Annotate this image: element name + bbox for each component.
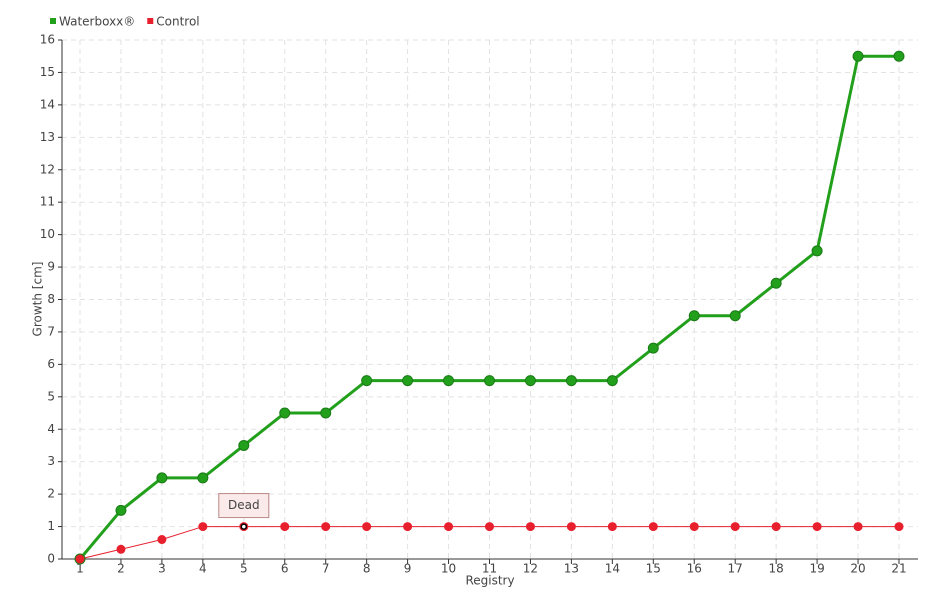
y-tick-label: 8 <box>47 292 55 306</box>
y-tick-label: 14 <box>40 97 55 111</box>
data-point <box>197 472 209 484</box>
y-tick-label: 4 <box>47 422 55 436</box>
x-tick-label: 8 <box>363 562 371 576</box>
data-point <box>362 522 372 532</box>
x-tick-label: 7 <box>322 562 330 576</box>
data-point <box>403 522 413 532</box>
data-point <box>648 522 658 532</box>
data-point <box>157 535 167 545</box>
y-tick-label: 5 <box>47 389 55 403</box>
data-point <box>606 375 618 387</box>
data-point <box>238 439 250 451</box>
x-tick-label: 4 <box>199 562 207 576</box>
legend-swatch <box>147 18 154 24</box>
data-point <box>524 375 536 387</box>
x-tick-label: 13 <box>564 562 579 576</box>
y-tick-label: 13 <box>40 130 55 144</box>
y-tick-label: 11 <box>40 195 55 209</box>
data-point <box>894 522 904 532</box>
y-tick-label: 10 <box>40 227 55 241</box>
data-point <box>444 522 454 532</box>
data-point <box>156 472 168 484</box>
data-point <box>647 342 659 354</box>
x-tick-label: 1 <box>76 562 84 576</box>
annotation-text: Dead <box>228 498 260 512</box>
x-tick-label: 19 <box>809 562 824 576</box>
data-point <box>485 522 494 532</box>
annotation-box <box>218 493 270 519</box>
x-tick-label: 11 <box>482 562 497 576</box>
y-tick-label: 2 <box>47 487 55 501</box>
data-point <box>893 50 905 62</box>
x-tick-label: 20 <box>850 562 865 576</box>
y-tick-label: 12 <box>40 162 55 176</box>
data-point <box>198 522 208 532</box>
data-point <box>75 554 85 564</box>
data-point <box>320 407 332 419</box>
data-point <box>688 310 700 322</box>
legend-label: Control <box>156 15 199 29</box>
x-tick-label: 21 <box>891 562 906 576</box>
data-point <box>852 50 864 62</box>
x-tick-label: 18 <box>769 562 784 576</box>
y-axis-title: Growth [cm] <box>31 262 45 337</box>
data-point <box>443 375 455 387</box>
x-tick-label: 10 <box>441 562 456 576</box>
data-point <box>607 522 617 532</box>
data-point <box>853 522 863 532</box>
y-tick-label: 15 <box>40 65 55 79</box>
data-point <box>525 522 535 532</box>
data-point <box>361 375 373 387</box>
data-point <box>116 544 126 554</box>
data-point <box>771 522 781 532</box>
legend-swatch <box>50 18 56 24</box>
y-tick-label: 3 <box>47 454 55 468</box>
data-point <box>566 522 576 532</box>
data-point <box>279 407 291 419</box>
legend-label: Waterboxx® <box>59 15 135 29</box>
data-point <box>280 522 290 532</box>
data-point <box>689 522 699 532</box>
y-tick-label: 7 <box>47 324 55 338</box>
x-tick-label: 3 <box>158 562 166 576</box>
data-point <box>811 245 823 257</box>
data-point <box>730 522 740 532</box>
data-point <box>484 375 495 387</box>
x-tick-label: 15 <box>646 562 661 576</box>
x-tick-label: 14 <box>605 562 620 576</box>
data-point <box>770 277 782 289</box>
x-tick-label: 6 <box>281 562 289 576</box>
x-tick-label: 5 <box>240 562 248 576</box>
y-tick-label: 6 <box>47 357 55 371</box>
x-axis-title: Registry <box>465 574 514 588</box>
y-tick-label: 9 <box>47 260 55 274</box>
annotation-marker <box>240 523 248 530</box>
data-point <box>812 522 822 532</box>
x-tick-label: 12 <box>523 562 538 576</box>
data-point <box>729 310 741 322</box>
y-tick-label: 16 <box>40 33 55 47</box>
x-tick-label: 17 <box>728 562 743 576</box>
y-tick-label: 1 <box>47 519 55 533</box>
x-tick-label: 2 <box>117 562 125 576</box>
data-point <box>402 375 414 387</box>
x-tick-label: 16 <box>687 562 702 576</box>
data-point <box>321 522 331 532</box>
data-point <box>565 375 577 387</box>
data-point <box>115 504 127 516</box>
x-tick-label: 9 <box>404 562 412 576</box>
y-tick-label: 0 <box>47 552 55 566</box>
